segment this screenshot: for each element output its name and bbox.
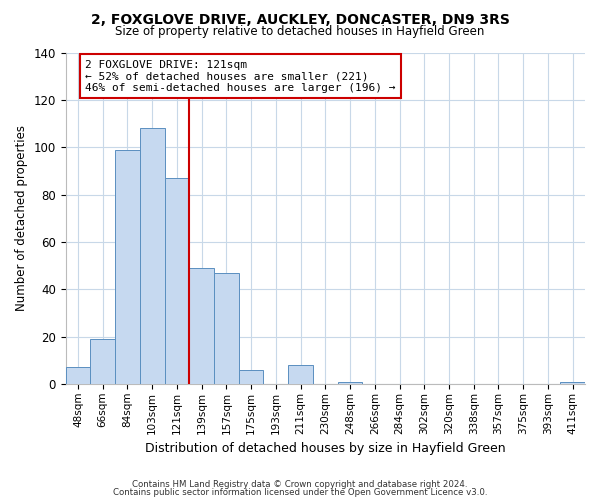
Y-axis label: Number of detached properties: Number of detached properties <box>15 125 28 311</box>
X-axis label: Distribution of detached houses by size in Hayfield Green: Distribution of detached houses by size … <box>145 442 506 455</box>
Text: Contains HM Land Registry data © Crown copyright and database right 2024.: Contains HM Land Registry data © Crown c… <box>132 480 468 489</box>
Bar <box>190 268 214 384</box>
Text: Size of property relative to detached houses in Hayfield Green: Size of property relative to detached ho… <box>115 25 485 38</box>
Bar <box>164 178 190 384</box>
Bar <box>140 128 164 384</box>
Bar <box>288 365 313 384</box>
Bar <box>239 370 263 384</box>
Bar <box>214 272 239 384</box>
Bar <box>560 382 585 384</box>
Text: 2 FOXGLOVE DRIVE: 121sqm
← 52% of detached houses are smaller (221)
46% of semi-: 2 FOXGLOVE DRIVE: 121sqm ← 52% of detach… <box>85 60 396 93</box>
Text: Contains public sector information licensed under the Open Government Licence v3: Contains public sector information licen… <box>113 488 487 497</box>
Text: 2, FOXGLOVE DRIVE, AUCKLEY, DONCASTER, DN9 3RS: 2, FOXGLOVE DRIVE, AUCKLEY, DONCASTER, D… <box>91 12 509 26</box>
Bar <box>91 339 115 384</box>
Bar <box>65 368 91 384</box>
Bar <box>338 382 362 384</box>
Bar <box>115 150 140 384</box>
